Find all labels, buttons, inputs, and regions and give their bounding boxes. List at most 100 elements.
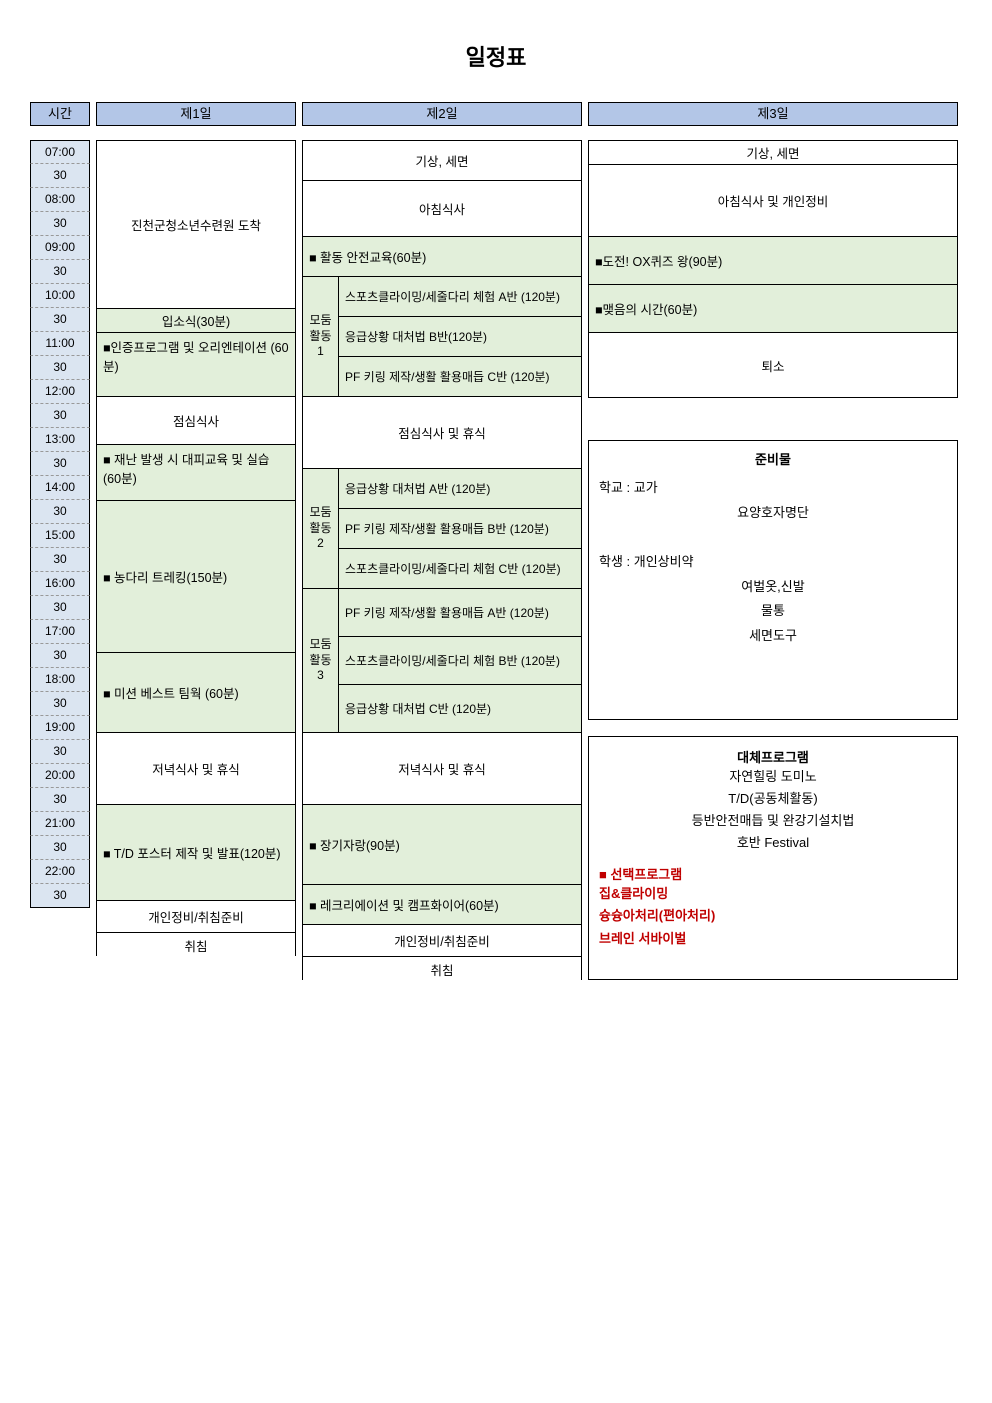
page-title: 일정표 (30, 40, 962, 72)
d3-prep-lines: 학교 : 교가요양호자명단 학생 : 개인상비약여벌옷,신발물통세면도구 (599, 476, 947, 649)
d2-g3-label: 모둠 활동 3 (303, 589, 339, 732)
time-slot: 20:00 (30, 764, 90, 788)
time-slot: 18:00 (30, 668, 90, 692)
time-slot: 07:00 (30, 140, 90, 164)
d3-prep-line: 학생 : 개인상비약 (599, 550, 947, 575)
d2-g2-label: 모둠 활동 2 (303, 469, 339, 588)
time-slot: 22:00 (30, 860, 90, 884)
time-slot: 30 (30, 500, 90, 524)
d3-sel-lines: 집&클라이밍슝슝아처리(편아처리)브레인 서바이벌 (599, 883, 947, 949)
d2-campfire: ■ 레크리에이션 및 캠프화이어(60분) (303, 885, 581, 925)
d3-prep-line: 세면도구 (599, 624, 947, 649)
time-slot: 15:00 (30, 524, 90, 548)
d1-prep: 개인정비/취침준비 (97, 901, 295, 933)
d2-sleep: 취침 (303, 957, 581, 981)
d1-disaster: ■ 재난 발생 시 대피교육 및 실습 (60분) (97, 445, 295, 501)
d3-prep-segment: 준비물 학교 : 교가요양호자명단 학생 : 개인상비약여벌옷,신발물통세면도구 (588, 440, 958, 720)
d3-prep-line: 학교 : 교가 (599, 476, 947, 501)
time-slot: 09:00 (30, 236, 90, 260)
time-slot: 13:00 (30, 428, 90, 452)
time-slot: 08:00 (30, 188, 90, 212)
d3-alt-line: 등반안전매듭 및 완강기설치법 (599, 810, 947, 832)
d2-g1-label: 모둠 활동 1 (303, 277, 339, 396)
d3-prep-line: 물통 (599, 599, 947, 624)
d3-sel-line: 브레인 서바이벌 (599, 928, 947, 950)
d1-sleep: 취침 (97, 933, 295, 957)
d2-wake: 기상, 세면 (303, 141, 581, 181)
d3-breakfast: 아침식사 및 개인정비 (589, 165, 957, 237)
d2-group1: 모둠 활동 1 스포츠클라이밍/세줄다리 체험 A반 (120분) 응급상황 대… (303, 277, 581, 397)
d3-sel-line: 슝슝아처리(편아처리) (599, 905, 947, 927)
d2-g3-item: 응급상황 대처법 C반 (120분) (339, 685, 581, 732)
d2-talent: ■ 장기자랑(90분) (303, 805, 581, 885)
d3-alt-lines: 자연힐링 도미노T/D(공동체활동)등반안전매듭 및 완강기설치법호반 Fest… (599, 766, 947, 854)
d2-prep: 개인정비/취침준비 (303, 925, 581, 957)
d1-teamwork: ■ 미션 베스트 팀웍 (60분) (97, 653, 295, 733)
time-slot: 30 (30, 596, 90, 620)
d3-alt-title: 대체프로그램 (599, 747, 947, 766)
schedule-body: 07:003008:003009:003010:003011:003012:00… (30, 140, 962, 980)
d2-g1-item: 스포츠클라이밍/세줄다리 체험 A반 (120분) (339, 277, 581, 317)
time-slot: 12:00 (30, 380, 90, 404)
d2-group3: 모둠 활동 3 PF 키링 제작/생활 활용매듭 A반 (120분) 스포츠클라… (303, 589, 581, 733)
time-slot: 30 (30, 788, 90, 812)
time-slot: 17:00 (30, 620, 90, 644)
time-slot: 30 (30, 548, 90, 572)
d3-programs: 대체프로그램 자연힐링 도미노T/D(공동체활동)등반안전매듭 및 완강기설치법… (588, 736, 958, 980)
day2-column: 기상, 세면 아침식사 ■ 활동 안전교육(60분) 모둠 활동 1 스포츠클라… (302, 140, 582, 980)
d3-wake: 기상, 세면 (589, 141, 957, 165)
d1-arrival: 진천군청소년수련원 도착 (97, 141, 295, 309)
time-slot: 30 (30, 452, 90, 476)
time-slot: 14:00 (30, 476, 90, 500)
d2-g2-item: 스포츠클라이밍/세줄다리 체험 C반 (120분) (339, 549, 581, 588)
d2-g1-item: PF 키링 제작/생활 활용매듭 C반 (120분) (339, 357, 581, 396)
d2-g2-item: PF 키링 제작/생활 활용매듭 B반 (120분) (339, 509, 581, 549)
time-slot: 19:00 (30, 716, 90, 740)
d3-sel-line: 집&클라이밍 (599, 883, 947, 905)
time-slot: 30 (30, 884, 90, 908)
header-time: 시간 (30, 102, 90, 126)
d2-g2-item: 응급상황 대처법 A반 (120분) (339, 469, 581, 509)
d3-closing: ■맺음의 시간(60분) (589, 285, 957, 333)
d1-trekking: ■ 농다리 트레킹(150분) (97, 501, 295, 653)
d2-lunch: 점심식사 및 휴식 (303, 397, 581, 469)
d1-orientation: ■인증프로그램 및 오리엔테이션 (60분) (97, 333, 295, 397)
d3-alt-line: 자연힐링 도미노 (599, 766, 947, 788)
header-day2: 제2일 (302, 102, 582, 126)
d2-safety: ■ 활동 안전교육(60분) (303, 237, 581, 277)
time-slot: 10:00 (30, 284, 90, 308)
time-slot: 21:00 (30, 812, 90, 836)
d3-quiz: ■도전! OX퀴즈 왕(90분) (589, 237, 957, 285)
d2-breakfast: 아침식사 (303, 181, 581, 237)
day3-column: 기상, 세면 아침식사 및 개인정비 ■도전! OX퀴즈 왕(90분) ■맺음의… (588, 140, 958, 980)
d2-dinner: 저녁식사 및 휴식 (303, 733, 581, 805)
d2-g3-item: PF 키링 제작/생활 활용매듭 A반 (120분) (339, 589, 581, 637)
time-slot: 30 (30, 164, 90, 188)
header-row: 시간 제1일 제2일 제3일 (30, 102, 962, 126)
header-day1: 제1일 (96, 102, 296, 126)
d1-ceremony: 입소식(30분) (97, 309, 295, 333)
time-slot: 30 (30, 356, 90, 380)
d1-dinner: 저녁식사 및 휴식 (97, 733, 295, 805)
time-slot: 30 (30, 404, 90, 428)
time-slot: 30 (30, 260, 90, 284)
header-day3: 제3일 (588, 102, 958, 126)
d3-prep-line (599, 525, 947, 550)
d2-g1-item: 응급상황 대처법 B반(120분) (339, 317, 581, 357)
day1-column: 진천군청소년수련원 도착 입소식(30분) ■인증프로그램 및 오리엔테이션 (… (96, 140, 296, 956)
time-slot: 30 (30, 740, 90, 764)
time-slot: 30 (30, 644, 90, 668)
d3-prep-line: 요양호자명단 (599, 501, 947, 526)
d3-sel-title: ■ 선택프로그램 (599, 864, 947, 883)
time-column: 07:003008:003009:003010:003011:003012:00… (30, 140, 90, 908)
d3-leave: 퇴소 (589, 333, 957, 397)
d2-group2: 모둠 활동 2 응급상황 대처법 A반 (120분) PF 키링 제작/생활 활… (303, 469, 581, 589)
d3-prep-title: 준비물 (599, 449, 947, 468)
time-slot: 16:00 (30, 572, 90, 596)
d3-alt-line: 호반 Festival (599, 832, 947, 854)
d1-lunch: 점심식사 (97, 397, 295, 445)
time-slot: 30 (30, 212, 90, 236)
d2-g3-item: 스포츠클라이밍/세줄다리 체험 B반 (120분) (339, 637, 581, 685)
d1-poster: ■ T/D 포스터 제작 및 발표(120분) (97, 805, 295, 901)
time-slot: 30 (30, 692, 90, 716)
